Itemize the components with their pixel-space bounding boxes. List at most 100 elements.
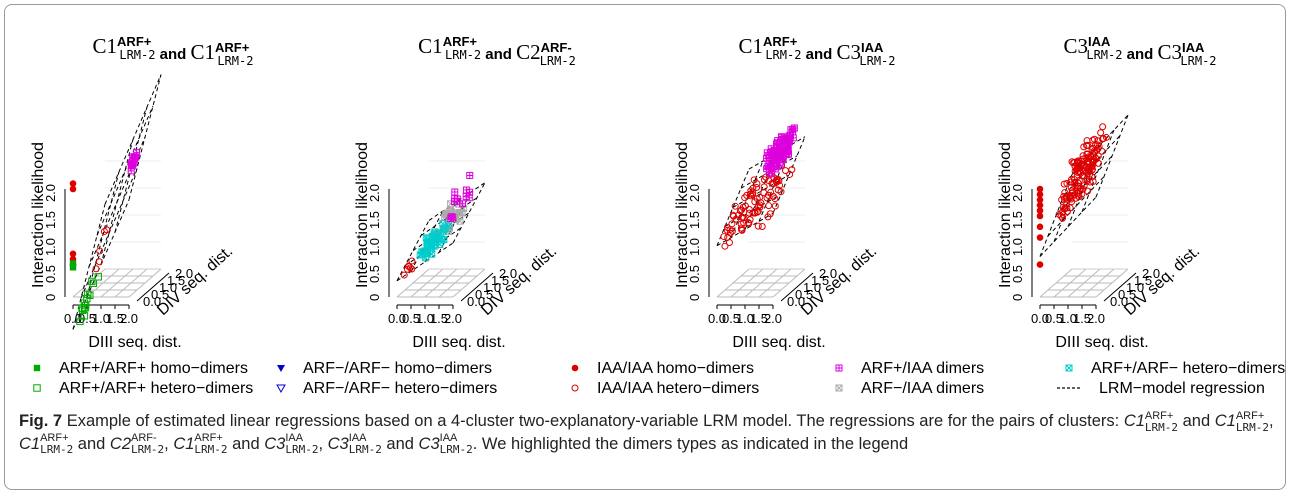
marker-boxed-x-cross <box>429 233 436 240</box>
title-subscript: LRM-2 <box>765 48 801 62</box>
marker-open-circle <box>1090 157 1098 165</box>
title-superscript: ARF- <box>541 40 572 55</box>
regression-grid-line <box>748 136 806 170</box>
marker-open-square <box>33 384 41 392</box>
z-tick-label: 0 <box>687 294 702 301</box>
marker-open-circle <box>738 213 746 221</box>
title-superscript: IAA <box>861 40 884 55</box>
title-subscript: LRM-2 <box>217 54 253 68</box>
marker-boxed-plus-cross <box>773 163 780 170</box>
regression-grid-line <box>1081 129 1115 213</box>
cluster-subscript: LRM-2 <box>194 443 228 457</box>
panel-title: C1ARF+ LRM-2 and C2ARF-LRM-2 <box>418 34 576 68</box>
legend-label: ARF+/ARF+ homo−dimers <box>59 360 248 377</box>
title-superscript: IAA <box>1088 34 1111 49</box>
x-tick-label: 2.0 <box>764 311 782 326</box>
marker-open-circle <box>408 257 416 265</box>
regression-grid-line <box>88 137 146 267</box>
caption-cluster-symbol: C1 ARF+ LRM-2 <box>1124 410 1178 433</box>
x-tick-label: 1.5 <box>430 311 448 326</box>
marker-boxed-x <box>431 228 439 236</box>
regression-grid-line <box>96 105 154 236</box>
marker-open-circle <box>408 265 416 273</box>
floor-grid-line <box>128 268 162 298</box>
marker-filled-circle <box>1036 185 1044 193</box>
marker-open-square <box>83 294 91 303</box>
y-tick-label: 1.5 <box>811 273 829 288</box>
title-and: and <box>481 46 516 63</box>
legend-label: ARF−/ARF− hetero−dimers <box>303 380 497 397</box>
marker-open-circle <box>1080 143 1088 151</box>
marker-boxed-plus-cross <box>451 198 458 205</box>
marker-open-circle <box>1058 196 1066 204</box>
marker-open-square <box>80 304 89 312</box>
marker-filled-circle <box>1036 201 1044 209</box>
x-tick-label: 2.0 <box>1087 311 1105 326</box>
regression-grid-line <box>428 182 486 221</box>
marker-open-circle <box>750 176 758 184</box>
marker-open-square <box>88 277 96 286</box>
caption-separator: , <box>1268 412 1274 430</box>
floor-grid-line <box>1081 268 1115 298</box>
y-tick-label: 0.0 <box>787 294 805 309</box>
marker-open-circle <box>1092 155 1100 163</box>
marker-open-circle <box>92 265 100 273</box>
legend-label: IAA/IAA homo−dimers <box>597 360 754 377</box>
marker-boxed-plus-cross <box>764 149 771 156</box>
z-axis-title: Interaction likelihood <box>354 142 371 288</box>
regression-grid-line <box>740 155 798 189</box>
y-tick-label: 2.0 <box>1142 266 1160 281</box>
marker-filled-triangle <box>277 365 285 372</box>
cluster-superscript: ARF+ <box>1235 409 1265 422</box>
marker-open-circle <box>1055 210 1063 218</box>
marker-open-circle <box>753 183 761 191</box>
title-cluster: C1 <box>739 34 764 58</box>
x-axis-title: DIII seq. dist. <box>732 334 825 351</box>
marker-filled-circle <box>1036 261 1044 268</box>
marker-open-circle <box>777 188 785 196</box>
cluster-superscript: ARF- <box>131 432 157 445</box>
y-tick-label: 1.5 <box>167 273 185 288</box>
marker-boxed-plus-cross <box>768 145 775 152</box>
cluster-superscript: IAA <box>348 432 367 445</box>
cluster-indices: ARF- LRM-2 <box>131 432 164 456</box>
marker-boxed-plus-cross <box>782 150 789 157</box>
marker-open-circle <box>1060 180 1068 188</box>
title-subscript: LRM-2 <box>1086 48 1122 62</box>
caption-tail: . We highlighted the dimers types as ind… <box>472 434 909 453</box>
caption-cluster-symbol: C1 ARF+ LRM-2 <box>173 433 228 457</box>
marker-boxed-x <box>460 205 468 213</box>
marker-open-circle <box>1088 163 1096 171</box>
caption-separator: and <box>73 434 110 453</box>
marker-open-circle <box>95 258 103 266</box>
regression-grid-line <box>452 182 486 244</box>
panel-title: C1ARF+ LRM-2 and C3IAA LRM-2 <box>739 34 896 68</box>
y-tick-label: 2.0 <box>175 266 193 281</box>
y-tick-label: 1.5 <box>1134 273 1152 288</box>
marker-boxed-x-cross <box>1065 364 1073 372</box>
marker-open-circle <box>1095 143 1103 151</box>
z-tick-label: 2.0 <box>1010 184 1025 202</box>
x-tick-label: 0.5 <box>722 311 740 326</box>
y-tick-label: 1.0 <box>159 280 177 295</box>
marker-boxed-x-cross <box>425 240 432 248</box>
x-tick-label: 0.0 <box>64 311 82 326</box>
marker-open-circle <box>96 247 104 255</box>
marker-open-circle <box>726 229 734 237</box>
marker-filled-circle <box>69 180 77 187</box>
y-tick-label: 0.0 <box>467 294 485 309</box>
marker-boxed-x-cross <box>420 247 428 255</box>
marker-open-square <box>80 312 89 320</box>
marker-filled-square <box>33 364 41 372</box>
marker-boxed-plus-cross <box>785 146 792 153</box>
cluster-name: C1 <box>1214 412 1236 430</box>
marker-boxed-x <box>431 241 439 249</box>
cluster-name: C1 <box>19 434 41 453</box>
regression-grid-line <box>396 220 430 282</box>
cluster-name: C1 <box>173 434 195 453</box>
cluster-name: C3 <box>327 434 349 453</box>
title-and: and <box>1122 46 1157 63</box>
caption-cluster-symbol: C2 ARF- LRM-2 <box>110 432 164 456</box>
y-tick-label: 1.0 <box>1126 280 1144 295</box>
y-tick-label: 0.5 <box>151 287 169 302</box>
